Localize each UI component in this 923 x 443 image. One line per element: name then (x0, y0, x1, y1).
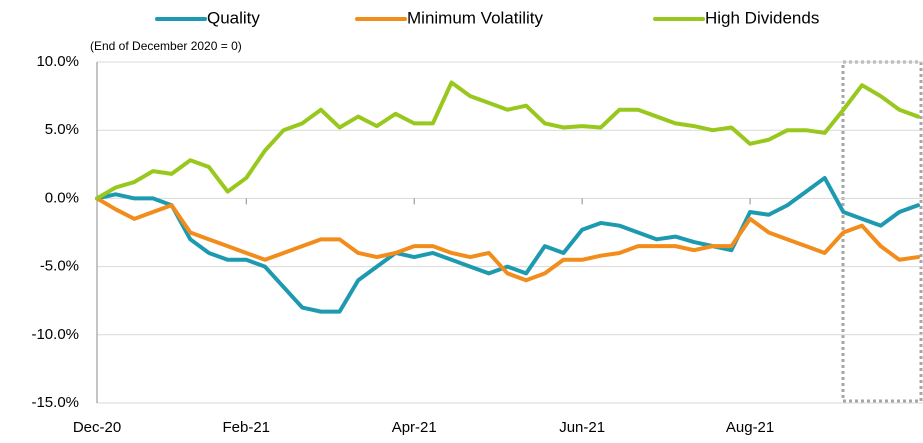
y-tick-label: -5.0% (40, 258, 79, 275)
legend-label: Minimum Volatility (407, 8, 544, 27)
annotation: (End of December 2020 = 0) (90, 39, 242, 53)
x-tick-label: Dec-20 (73, 419, 121, 436)
x-tick-label: Aug-21 (726, 419, 774, 436)
series-line (95, 175, 920, 314)
x-tick-label: Apr-21 (392, 419, 437, 436)
legend-label: High Dividends (705, 8, 819, 27)
y-tick-label: -10.0% (31, 326, 79, 343)
series-line (95, 196, 920, 283)
y-tick-label: 0.0% (45, 189, 79, 206)
series-line (95, 80, 920, 201)
y-tick-label: -15.0% (31, 394, 79, 411)
y-tick-label: 5.0% (45, 121, 79, 138)
x-tick-label: Jun-21 (559, 419, 605, 436)
y-tick-label: 10.0% (36, 53, 79, 70)
legend-label: Quality (207, 8, 260, 27)
x-tick-label: Feb-21 (223, 419, 271, 436)
